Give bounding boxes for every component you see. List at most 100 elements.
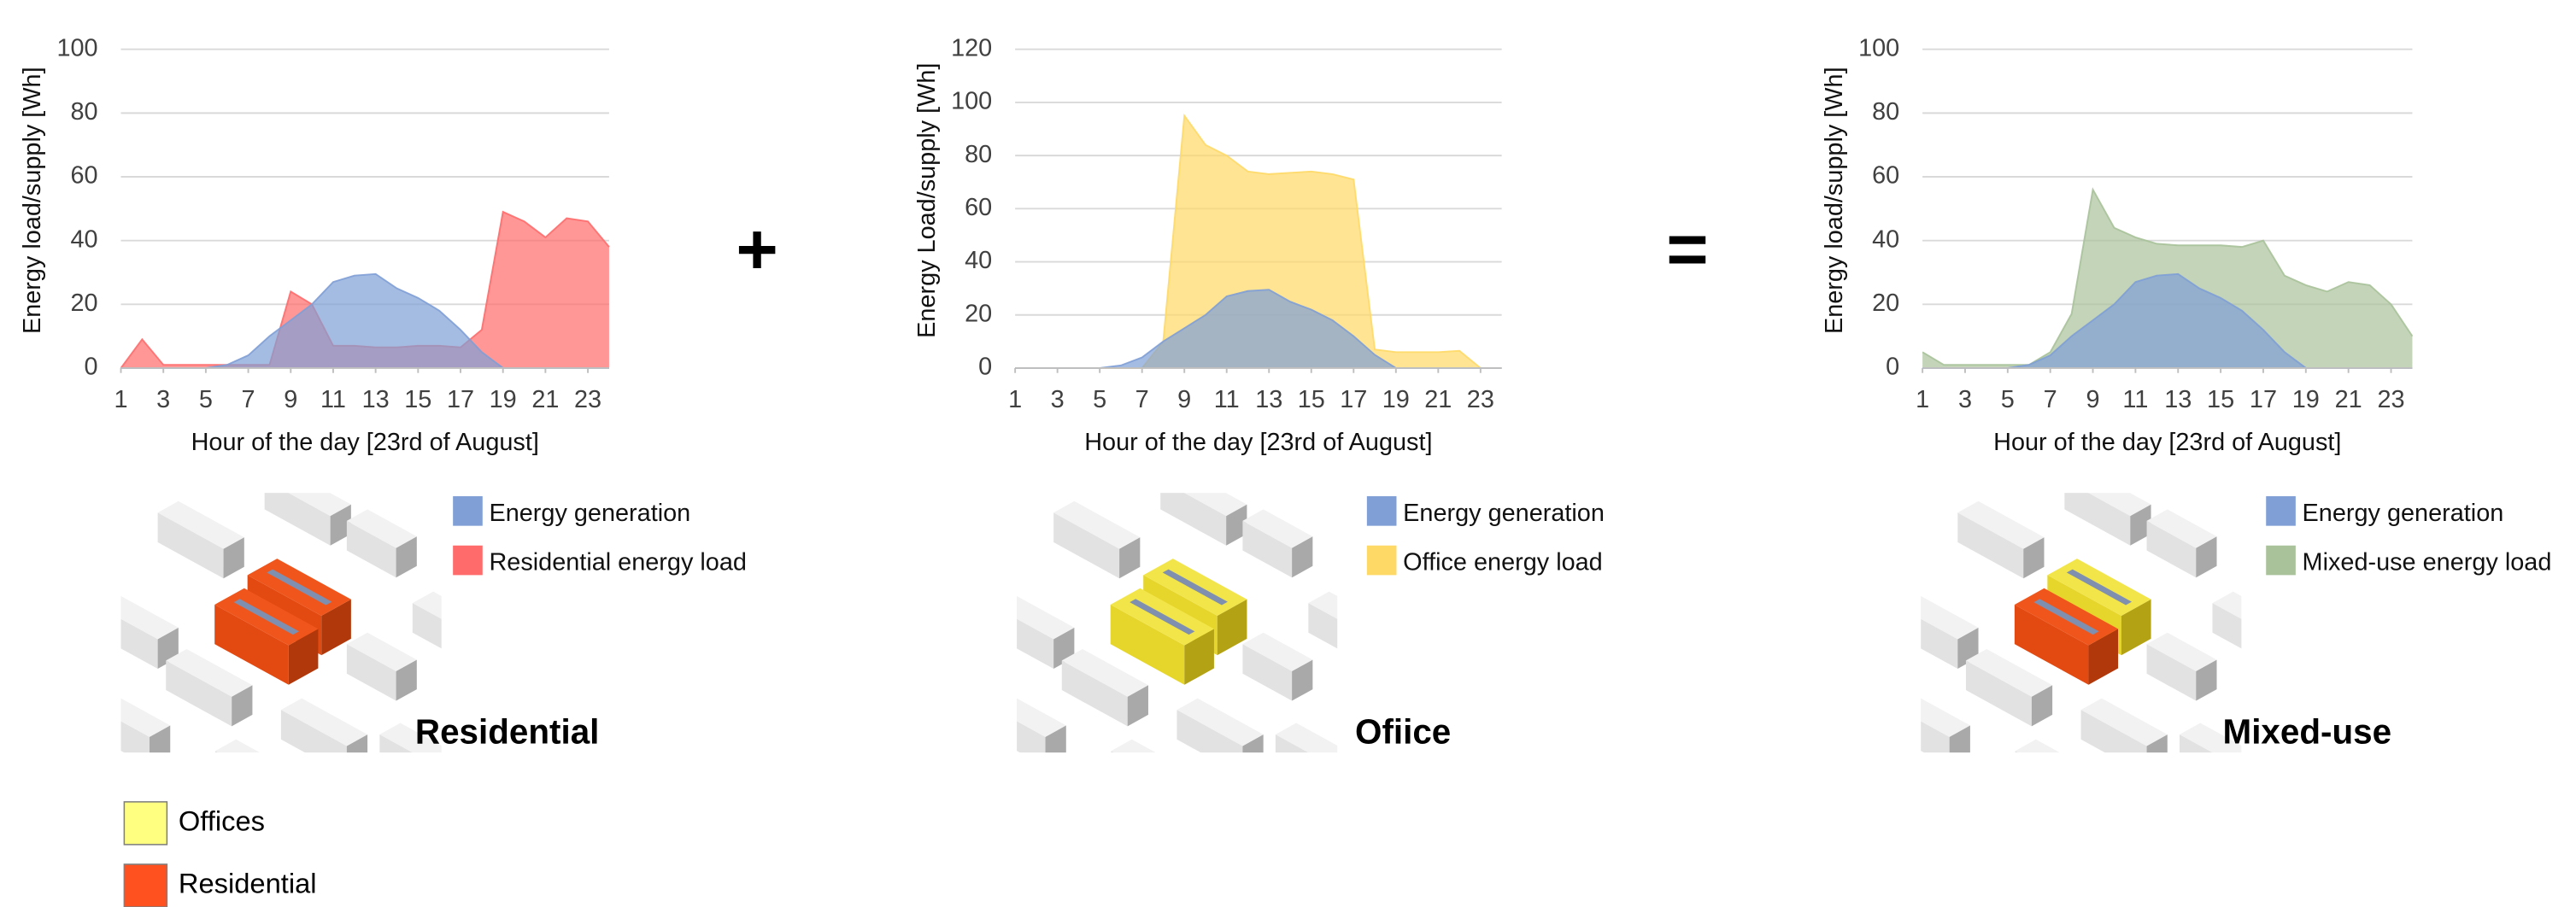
block-front: [2064, 493, 2131, 546]
block-side: [1127, 685, 1148, 727]
x-tick-label: 21: [1424, 386, 1452, 413]
block-side: [149, 725, 171, 753]
legend-label: Residential energy load: [489, 549, 746, 576]
block-front: [214, 751, 219, 753]
plus-operator: +: [736, 208, 777, 290]
legend-label: Energy generation: [489, 500, 690, 527]
block-top: [166, 648, 253, 697]
block-side: [1292, 536, 1313, 578]
legend-label: Office energy load: [1403, 549, 1603, 576]
block-top: [346, 509, 417, 548]
block-front: [1242, 520, 1293, 578]
block-side: [1184, 629, 1214, 685]
block-top: [379, 723, 442, 753]
key-swatch: [123, 863, 168, 907]
x-tick-label: 15: [1298, 386, 1325, 413]
block-front: [1111, 751, 1114, 753]
block-front: [346, 520, 396, 578]
block-side: [1292, 659, 1313, 701]
x-tick-label: 17: [447, 386, 474, 413]
key-label: Offices: [179, 805, 265, 837]
block-top: [1921, 698, 1970, 737]
block-front: [120, 618, 158, 670]
x-tick-label: 7: [2044, 386, 2057, 413]
block-side: [1226, 504, 1247, 546]
y-tick-label: 60: [965, 194, 992, 221]
y-axis-label: Energy load/supply [Wh]: [1821, 67, 1848, 334]
block-side: [265, 767, 285, 808]
block-front: [1110, 605, 1185, 685]
x-tick-label: 1: [1008, 386, 1022, 413]
block-side: [429, 750, 449, 791]
block-front: [1921, 618, 1958, 670]
block-front: [166, 660, 232, 727]
block-top: [1242, 632, 1313, 671]
block-side: [396, 659, 417, 701]
x-tick-label: 9: [2086, 386, 2100, 413]
block-panel: [2066, 569, 2133, 606]
area-fill: [1922, 273, 2413, 368]
block-top: [1017, 698, 1066, 737]
y-tick-label: 100: [1858, 34, 1899, 61]
block-front: [1017, 618, 1054, 670]
x-tick-label: 3: [1051, 386, 1065, 413]
x-tick-label: 17: [2250, 386, 2277, 413]
block-top: [1111, 739, 1156, 753]
x-axis-label: Hour of the day [23rd of August]: [1084, 429, 1432, 456]
x-tick-label: 23: [1467, 386, 1494, 413]
block-side: [1045, 725, 1066, 753]
y-tick-label: 60: [70, 162, 97, 190]
x-tick-label: 7: [1135, 386, 1149, 413]
block-side: [2031, 685, 2053, 727]
x-tick-label: 17: [1340, 386, 1367, 413]
block-side: [1119, 537, 1141, 579]
block-top: [2080, 698, 2168, 746]
block-front: [1177, 710, 1243, 753]
block-front: [2015, 751, 2019, 753]
block-front: [1957, 512, 2024, 579]
block-front: [1017, 721, 1046, 753]
block-side: [232, 685, 253, 727]
block-panel: [2033, 599, 2099, 635]
block-top: [1177, 698, 1264, 746]
area-outline: [1922, 187, 2414, 366]
block-top: [1921, 595, 1979, 640]
x-tick-label: 15: [404, 386, 431, 413]
y-tick-label: 20: [965, 300, 992, 327]
x-tick-label: 19: [2292, 386, 2320, 413]
block-side: [330, 504, 351, 546]
block-top: [288, 493, 351, 517]
x-tick-label: 13: [362, 386, 390, 413]
x-tick-label: 21: [531, 386, 559, 413]
block-top: [2146, 509, 2217, 548]
y-tick-label: 100: [951, 88, 992, 115]
building-illustration: [1017, 493, 1338, 808]
block-front: [2146, 520, 2197, 578]
block-side: [396, 536, 417, 578]
x-axis-label: Hour of the day [23rd of August]: [191, 429, 539, 456]
y-tick-label: 80: [965, 141, 992, 168]
block-front: [1242, 644, 1293, 701]
y-tick-label: 20: [70, 290, 97, 317]
block-front: [120, 721, 150, 753]
block-side: [2196, 659, 2217, 701]
block-side: [1160, 767, 1181, 808]
block-top: [412, 591, 442, 619]
block-panel: [1130, 599, 1195, 635]
y-tick-label: 80: [1872, 98, 1899, 126]
block-front: [264, 493, 331, 546]
legend-label: Mixed-use energy load: [2303, 549, 2552, 576]
x-tick-label: 13: [2164, 386, 2192, 413]
x-tick-label: 3: [156, 386, 170, 413]
legend-swatch: [2266, 496, 2296, 526]
block-side: [1949, 725, 1970, 753]
y-tick-label: 40: [1872, 225, 1899, 253]
legend-swatch: [1366, 496, 1397, 526]
x-tick-label: 9: [1177, 386, 1191, 413]
area-fill: [120, 212, 609, 368]
area-fill: [120, 273, 609, 368]
block-top: [1053, 500, 1141, 549]
block-side: [2146, 734, 2168, 753]
